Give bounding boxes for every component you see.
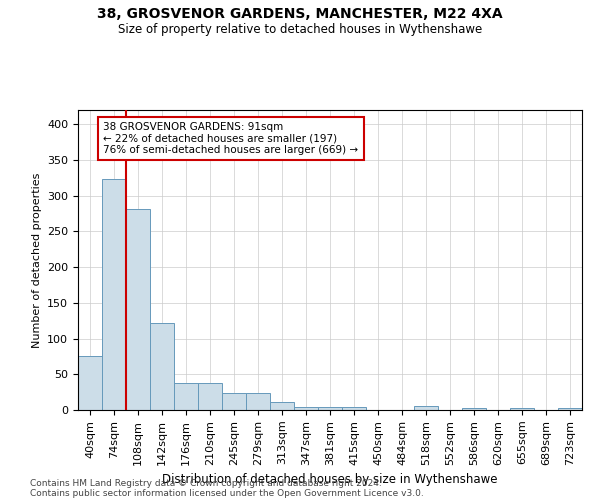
- Bar: [246, 393, 270, 410]
- Bar: [198, 383, 222, 410]
- Bar: [462, 408, 486, 410]
- Bar: [318, 407, 342, 410]
- Bar: [102, 180, 126, 410]
- Bar: [342, 407, 366, 410]
- Text: Size of property relative to detached houses in Wythenshawe: Size of property relative to detached ho…: [118, 22, 482, 36]
- Bar: [174, 383, 198, 410]
- Bar: [222, 393, 246, 410]
- Bar: [270, 402, 294, 410]
- Text: Contains public sector information licensed under the Open Government Licence v3: Contains public sector information licen…: [30, 488, 424, 498]
- Text: 38, GROSVENOR GARDENS, MANCHESTER, M22 4XA: 38, GROSVENOR GARDENS, MANCHESTER, M22 4…: [97, 8, 503, 22]
- X-axis label: Distribution of detached houses by size in Wythenshawe: Distribution of detached houses by size …: [162, 473, 498, 486]
- Text: Contains HM Land Registry data © Crown copyright and database right 2024.: Contains HM Land Registry data © Crown c…: [30, 478, 382, 488]
- Bar: [78, 356, 102, 410]
- Text: 38 GROSVENOR GARDENS: 91sqm
← 22% of detached houses are smaller (197)
76% of se: 38 GROSVENOR GARDENS: 91sqm ← 22% of det…: [103, 122, 358, 155]
- Y-axis label: Number of detached properties: Number of detached properties: [32, 172, 41, 348]
- Bar: [150, 323, 174, 410]
- Bar: [294, 407, 318, 410]
- Bar: [558, 408, 582, 410]
- Bar: [414, 406, 438, 410]
- Bar: [510, 408, 534, 410]
- Bar: [126, 210, 150, 410]
